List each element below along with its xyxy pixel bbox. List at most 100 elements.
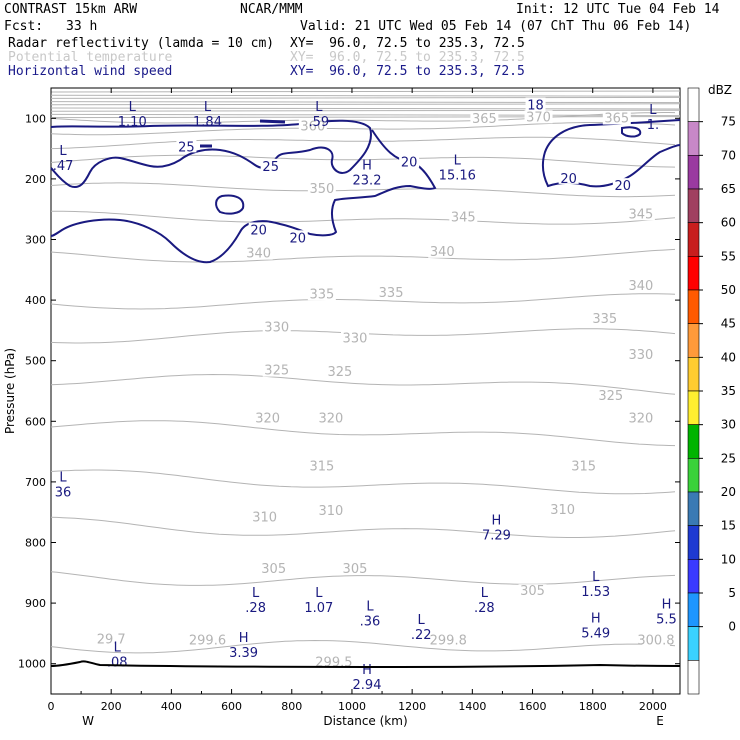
extremum-type-L: L — [315, 100, 323, 115]
theta-line-335 — [50, 293, 676, 310]
theta-label: 370 — [526, 110, 551, 125]
wind-label-bg — [525, 97, 546, 111]
theta-label: 305 — [343, 562, 368, 577]
wind-label: 20 — [615, 179, 632, 194]
extremum-type-L: L — [204, 100, 212, 115]
colorbar-label: 15 — [721, 519, 736, 533]
colorbar-label: 45 — [721, 317, 736, 331]
extremum-value: 15.16 — [439, 169, 476, 184]
theta-label: 325 — [598, 389, 623, 404]
west-label: W — [82, 714, 94, 728]
extremum-value: 2.94 — [353, 678, 382, 693]
extremum-value: .36 — [360, 615, 381, 630]
y-tick-label: 300 — [25, 234, 46, 247]
wind-label-bg — [176, 139, 197, 153]
field-wind-name: Horizontal wind speed — [8, 64, 173, 79]
theta-label: 299.6 — [189, 633, 226, 648]
theta-line-300 — [50, 639, 676, 654]
theta-label: 300.8 — [637, 633, 674, 648]
contour-labels: 370 365 365 360 350 345 345 340 340 340 335 335 335 3… — [53, 97, 677, 693]
x-tick-label: 1800 — [579, 700, 607, 713]
x-tick-label: 2000 — [639, 700, 667, 713]
theta-label-bg — [262, 320, 291, 334]
colorbar-label: 0 — [728, 620, 736, 634]
extremum-type-L: L — [481, 586, 489, 601]
theta-label-bg — [307, 287, 336, 301]
theta-line-305 — [50, 571, 676, 586]
colorbar-unit: dBZ — [708, 83, 732, 97]
theta-label: 325 — [264, 364, 289, 379]
colorbar-swatch — [687, 390, 700, 425]
extremum-type-L: L — [59, 144, 67, 159]
theta-label-bg — [626, 411, 655, 425]
theta-label: 310 — [318, 504, 343, 519]
wind-label: 20 — [401, 156, 418, 171]
init-time: Init: 12 UTC Tue 04 Feb 14 — [516, 2, 720, 17]
x-tick-label: 200 — [101, 700, 122, 713]
theta-label-bg — [97, 632, 126, 646]
theta-label: 330 — [343, 331, 368, 346]
theta-label-bg — [259, 561, 288, 575]
org-label: NCAR/MMM — [240, 2, 303, 17]
theta-label-bg — [641, 633, 670, 647]
wind-label: 25 — [262, 160, 279, 175]
extremum-value: 1.07 — [304, 601, 333, 616]
theta-label: 335 — [592, 312, 617, 327]
forecast-hours: 33 h — [66, 19, 98, 34]
wind-label-bg — [399, 154, 420, 168]
wind-label: 18 — [527, 99, 544, 114]
x-tick-label: 400 — [161, 700, 182, 713]
colorbar-label: 75 — [721, 115, 736, 129]
theta-label: 350 — [309, 182, 334, 197]
colorbar-swatch — [687, 626, 700, 661]
extremum-value: .28 — [245, 601, 266, 616]
terrain-line — [50, 660, 681, 668]
extremum-type-H: H — [362, 159, 372, 174]
wind-label-bg — [248, 222, 269, 236]
theta-label: 340 — [430, 245, 455, 260]
theta-label: 335 — [309, 287, 334, 302]
colorbar-swatch — [687, 289, 700, 324]
theta-label-bg — [518, 584, 547, 598]
theta-line-upper — [50, 109, 681, 112]
theta-label-bg — [434, 633, 463, 647]
colorbar-swatch — [687, 357, 700, 392]
colorbar-label: 55 — [721, 249, 736, 263]
field-theta-xy: XY= 96.0, 72.5 to 235.3, 72.5 — [290, 50, 525, 65]
theta-label-bg — [316, 411, 345, 425]
colorbar-label: 25 — [721, 451, 736, 465]
theta-label-bg — [626, 347, 655, 361]
extremum-value: .08 — [107, 655, 128, 670]
extremum-value: .28 — [474, 601, 495, 616]
theta-label: 365 — [604, 112, 629, 127]
theta-label-bg — [319, 655, 348, 669]
wind-contour-20-mid — [50, 129, 437, 264]
colorbar-label: 35 — [721, 384, 736, 398]
theta-line-360 — [50, 136, 676, 150]
model-title: CONTRAST 15km ARW — [4, 2, 138, 17]
theta-label-bg — [316, 504, 345, 518]
theta-label: 360 — [300, 119, 325, 134]
extremum-value: 36 — [55, 486, 72, 501]
theta-label: 340 — [628, 279, 653, 294]
theta-line-upper — [50, 94, 681, 97]
theta-label: 315 — [571, 459, 596, 474]
theta-line-320 — [50, 420, 676, 447]
extremum-type-L: L — [129, 100, 137, 115]
colorbar-swatch — [687, 458, 700, 493]
theta-line-350 — [50, 182, 676, 198]
field-reflectivity-xy: XY= 96.0, 72.5 to 235.3, 72.5 — [290, 36, 525, 51]
theta-line-315 — [50, 469, 676, 495]
colorbar-label: 40 — [721, 350, 736, 364]
theta-label-bg — [244, 246, 273, 260]
x-tick-label: 800 — [281, 700, 302, 713]
theta-line-upper — [50, 96, 681, 99]
extremum-value: 1.84 — [193, 115, 222, 130]
theta-label: 320 — [255, 411, 280, 426]
theta-label: 305 — [520, 584, 545, 599]
extremum-value: 1.53 — [581, 585, 610, 600]
theta-label: 320 — [318, 411, 343, 426]
theta-line-365 — [50, 122, 676, 136]
y-axis-label: Pressure (hPa) — [3, 348, 17, 434]
extremum-type-L: L — [418, 613, 426, 628]
